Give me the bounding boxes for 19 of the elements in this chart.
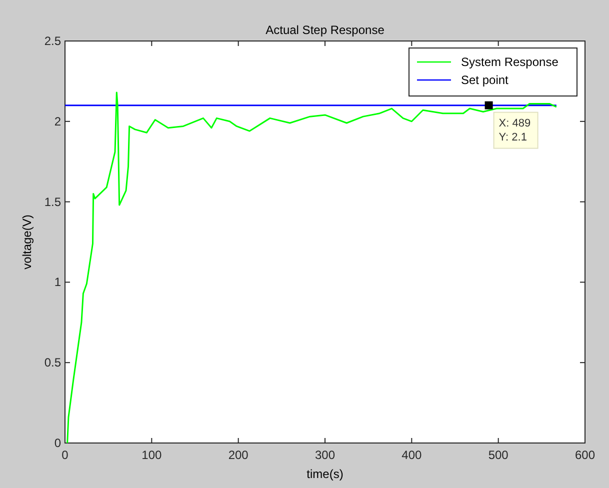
x-tick-label: 100 xyxy=(142,448,162,462)
x-axis-title: time(s) xyxy=(306,467,344,481)
x-tick-label: 400 xyxy=(402,448,422,462)
x-tick-label: 600 xyxy=(574,448,596,462)
x-tick-label: 500 xyxy=(488,448,509,462)
legend-label: Set point xyxy=(461,73,510,87)
y-axis-title: voltage(V) xyxy=(20,214,34,270)
y-tick-label: 2.5 xyxy=(44,34,62,48)
y-tick-label: 0.5 xyxy=(44,356,62,370)
y-tick-label: 2 xyxy=(54,114,62,128)
x-tick-label: 300 xyxy=(314,448,336,462)
y-tick-label: 0 xyxy=(54,436,62,450)
y-tick-label: 1 xyxy=(54,275,62,290)
annotation: X: 489 Y: 2.1 xyxy=(498,117,531,144)
y-tick-label: 1.5 xyxy=(44,194,62,209)
chart-title: Actual Step Response xyxy=(266,23,385,37)
legend-label: System Response xyxy=(461,55,559,69)
line-series xyxy=(66,92,558,444)
x-tick-label: 200 xyxy=(228,448,249,462)
